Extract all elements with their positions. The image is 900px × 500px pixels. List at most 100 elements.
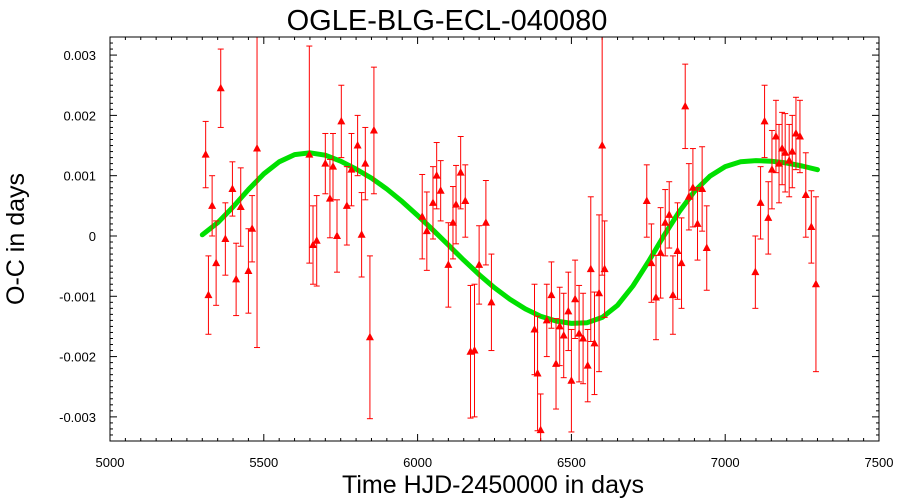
x-tick-label: 5500	[249, 455, 278, 470]
data-point	[452, 200, 461, 208]
data-point	[369, 125, 378, 134]
y-tick-label: -0.001	[59, 289, 96, 304]
data-point	[444, 260, 453, 268]
data-point	[333, 231, 342, 239]
data-point	[693, 219, 702, 227]
data-point	[361, 159, 370, 167]
data-point	[567, 376, 576, 384]
fit-curve-layer	[199, 150, 820, 326]
x-tick-label: 5000	[96, 455, 125, 470]
data-point	[248, 224, 257, 232]
data-point	[788, 147, 797, 155]
data-point	[365, 332, 374, 341]
data-point	[575, 329, 584, 337]
data-point	[456, 168, 465, 176]
data-point	[461, 196, 470, 205]
data-point	[481, 218, 490, 226]
x-tick-label: 6000	[403, 455, 432, 470]
data-points-layer	[201, 37, 820, 441]
data-point	[571, 294, 580, 303]
data-point	[201, 150, 210, 158]
data-point	[751, 267, 760, 276]
data-point	[583, 361, 592, 369]
data-point	[221, 234, 230, 242]
data-point	[688, 183, 697, 191]
data-point	[232, 274, 241, 283]
data-point	[448, 218, 457, 226]
data-point	[673, 246, 682, 255]
data-point	[353, 141, 362, 149]
data-point	[760, 116, 769, 125]
data-point	[791, 128, 800, 137]
data-point	[781, 148, 790, 156]
data-point	[305, 150, 314, 158]
data-point	[785, 156, 794, 164]
data-point	[432, 171, 441, 179]
data-point	[253, 144, 262, 152]
data-point	[436, 186, 445, 194]
y-tick-label: 0	[89, 229, 96, 244]
x-tick-label: 6500	[557, 455, 586, 470]
y-tick-label: 0.003	[63, 48, 96, 63]
data-point	[487, 297, 496, 306]
data-point	[337, 116, 346, 125]
data-point	[470, 346, 479, 354]
data-point	[228, 184, 237, 192]
data-point	[244, 266, 253, 274]
data-point	[598, 141, 607, 149]
data-point	[681, 101, 690, 110]
data-point	[684, 192, 693, 200]
y-axis-label: O-C in days	[2, 173, 30, 305]
data-point	[702, 243, 711, 252]
x-tick-label: 7500	[865, 455, 894, 470]
data-point	[418, 212, 427, 220]
data-point	[586, 264, 595, 273]
data-point	[236, 202, 245, 211]
data-point	[475, 260, 484, 268]
data-point	[677, 258, 686, 267]
data-point	[775, 159, 784, 167]
data-point	[357, 230, 366, 238]
data-point	[555, 321, 564, 330]
data-point	[312, 236, 321, 244]
data-point	[552, 359, 561, 367]
data-point	[216, 83, 225, 92]
data-point	[329, 162, 338, 170]
data-point	[811, 279, 820, 288]
data-point	[559, 330, 568, 339]
data-point	[801, 190, 810, 198]
data-point	[530, 324, 539, 333]
data-point	[321, 159, 330, 167]
data-point	[579, 333, 588, 342]
data-point	[542, 315, 551, 324]
data-point	[428, 198, 437, 206]
data-point	[590, 338, 599, 347]
data-point	[668, 290, 677, 299]
data-point	[807, 222, 816, 230]
y-tick-label: -0.002	[59, 350, 96, 365]
data-point	[564, 306, 573, 315]
data-point	[795, 131, 804, 140]
data-point	[342, 201, 351, 209]
data-point	[656, 248, 665, 256]
data-point	[764, 213, 773, 221]
data-point	[767, 165, 776, 173]
data-point	[661, 218, 670, 226]
fit-curve	[199, 150, 820, 326]
data-point	[778, 144, 787, 152]
x-axis-label: Time HJD-2450000 in days	[342, 471, 644, 499]
x-tick-label: 7000	[711, 455, 740, 470]
data-point	[642, 196, 651, 205]
y-tick-label: -0.003	[59, 410, 96, 425]
data-point	[309, 240, 318, 249]
data-point	[208, 201, 217, 209]
data-point	[600, 264, 609, 273]
chart-title: OGLE-BLG-ECL-040080	[287, 5, 608, 37]
plot-frame	[109, 36, 880, 442]
data-point	[647, 258, 656, 267]
data-point	[595, 288, 604, 297]
data-point	[698, 184, 707, 192]
y-tick-label: 0.001	[63, 169, 96, 184]
data-point	[347, 165, 356, 173]
